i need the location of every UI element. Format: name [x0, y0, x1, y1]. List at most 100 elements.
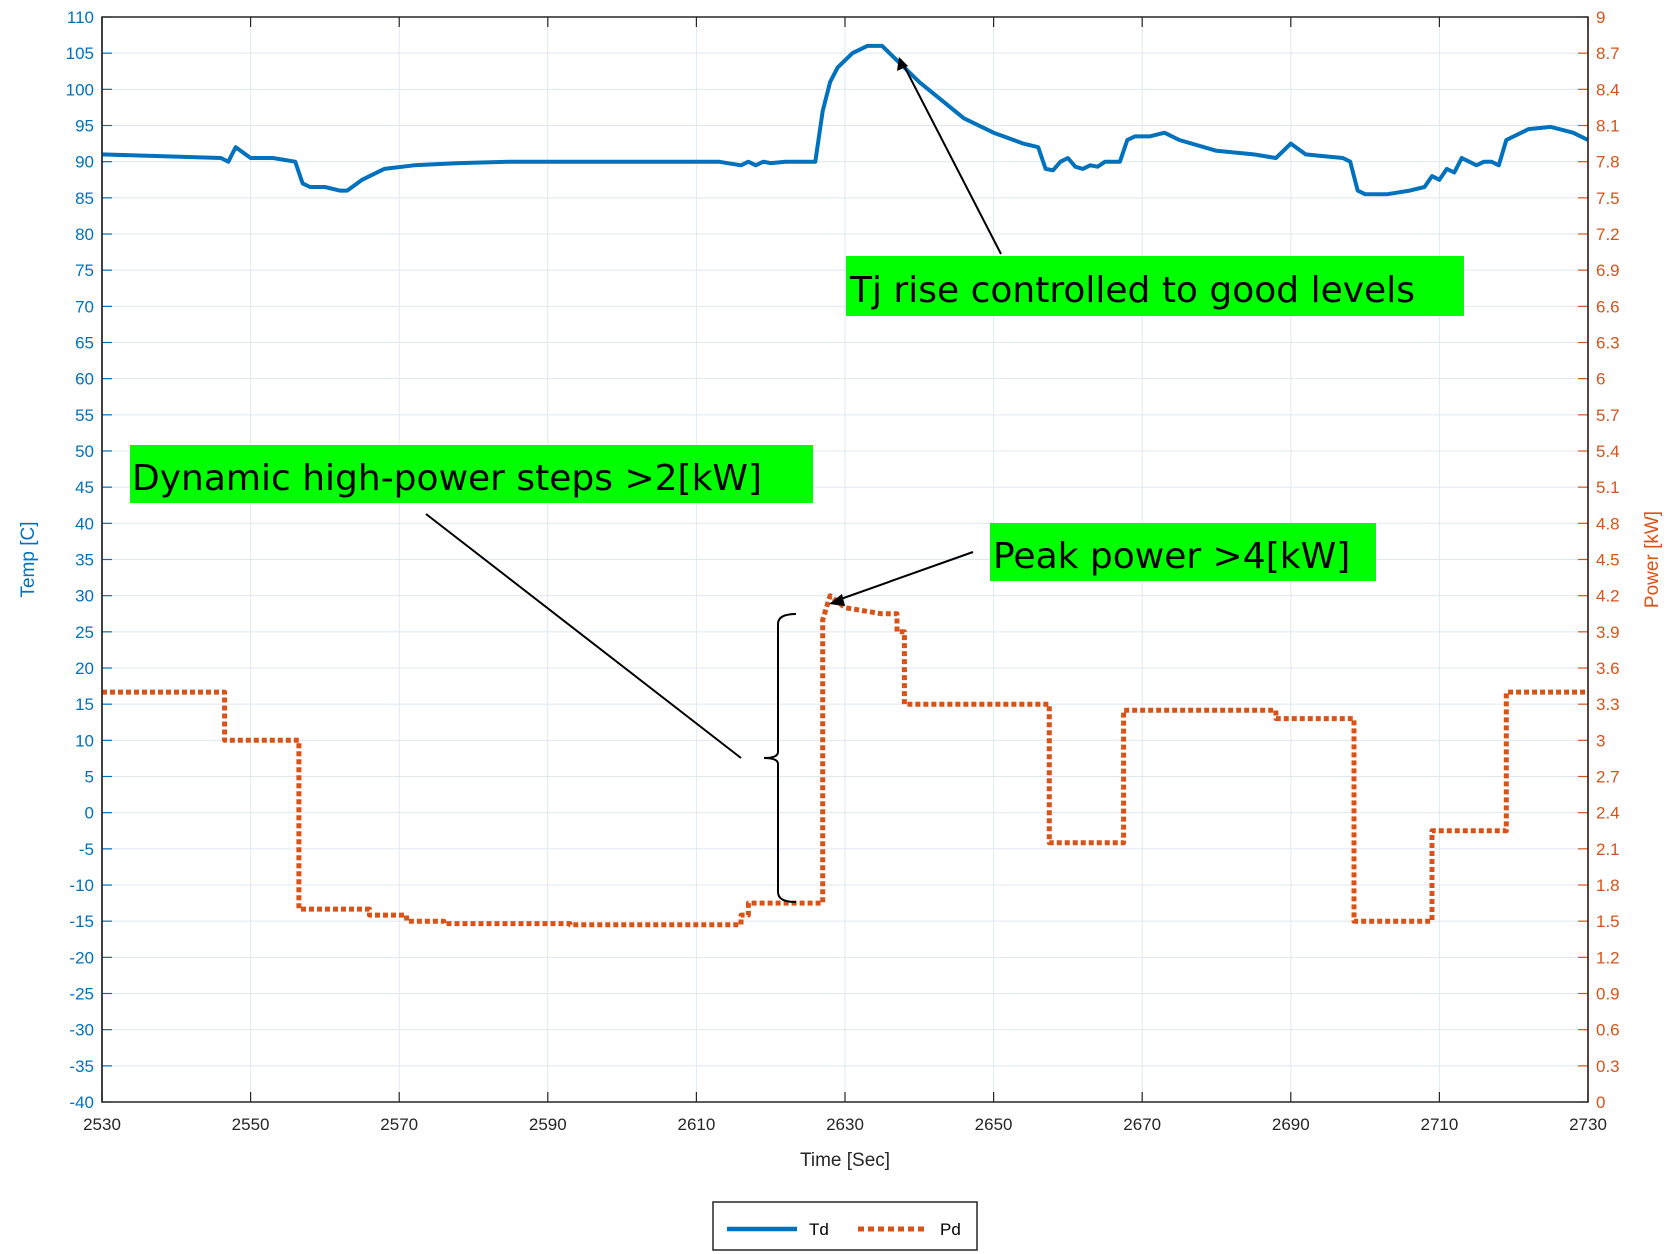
y-left-tick-label: 40 [75, 514, 94, 533]
arrow-head-icon [829, 594, 845, 606]
y-left-tick-label: -20 [69, 948, 94, 967]
x-tick-label: 2550 [232, 1115, 270, 1134]
y-right-tick-label: 4.5 [1596, 551, 1620, 570]
y-axis-right-label: Power [kW] [1642, 511, 1663, 608]
y-right-tick-label: 8.7 [1596, 44, 1620, 63]
x-tick-label: 2710 [1420, 1115, 1458, 1134]
legend: Td Pd [712, 1201, 978, 1251]
y-right-tick-label: 3.6 [1596, 659, 1620, 678]
y-right-tick-label: 7.5 [1596, 189, 1620, 208]
curly-brace-icon [763, 613, 797, 903]
y-left-tick-label: 0 [85, 804, 94, 823]
x-tick-label: 2570 [380, 1115, 418, 1134]
y-left-tick-label: 65 [75, 334, 94, 353]
y-left-tick-label: 100 [66, 80, 94, 99]
y-right-tick-label: 1.5 [1596, 912, 1620, 931]
legend-box [712, 1201, 978, 1251]
y-right-tick-label: 0.6 [1596, 1021, 1620, 1040]
y-right-tick-label: 3 [1596, 731, 1605, 750]
y-left-tick-label: -35 [69, 1057, 94, 1076]
legend-td-label: Td [809, 1220, 829, 1239]
y-right-tick-label: 4.8 [1596, 514, 1620, 533]
y-left-tick-label: 95 [75, 117, 94, 136]
y-left-tick-label: 70 [75, 297, 94, 316]
series-layer [101, 43, 1589, 928]
y-left-tick-label: 45 [75, 478, 94, 497]
annotation-text: Dynamic high-power steps >2[kW] [132, 458, 762, 499]
y-left-tick-label: -15 [69, 912, 94, 931]
arrow-head-icon [897, 57, 908, 71]
plot-frame [101, 16, 1589, 1103]
x-tick-label: 2590 [529, 1115, 567, 1134]
y-left-tick-label: -10 [69, 876, 94, 895]
annotation-arrow-line [837, 551, 974, 601]
x-axis-label: Time [Sec] [800, 1150, 890, 1171]
y-left-tick-label: 105 [66, 44, 94, 63]
y-right-tick-label: 0.9 [1596, 985, 1620, 1004]
y-axis-left-label: Temp [C] [18, 521, 39, 597]
annotation-arrow-line [900, 59, 1002, 255]
y-right-tick-label: 4.2 [1596, 587, 1620, 606]
x-tick-label: 2630 [826, 1115, 864, 1134]
y-right-tick-label: 9 [1596, 8, 1605, 27]
y-right-tick-label: 6 [1596, 370, 1605, 389]
x-tick-label: 2690 [1272, 1115, 1310, 1134]
y-left-tick-label: -40 [69, 1093, 94, 1112]
y-right-tick-label: 7.2 [1596, 225, 1620, 244]
y-left-tick-label: 5 [85, 768, 94, 787]
y-left-tick-label: 30 [75, 587, 94, 606]
y-right-tick-label: 0 [1596, 1093, 1605, 1112]
y-right-tick-label: 6.6 [1596, 297, 1620, 316]
y-left-tick-label: 90 [75, 153, 94, 172]
y-right-tick-label: 0.3 [1596, 1057, 1620, 1076]
y-right-tick-label: 5.7 [1596, 406, 1620, 425]
x-tick-label: 2670 [1123, 1115, 1161, 1134]
y-right-tick-label: 1.2 [1596, 948, 1620, 967]
y-right-tick-label: 6.3 [1596, 334, 1620, 353]
y-left-tick-label: -25 [69, 985, 94, 1004]
x-tick-label: 2610 [677, 1115, 715, 1134]
y-left-tick-label: 75 [75, 261, 94, 280]
y-right-tick-label: 7.8 [1596, 153, 1620, 172]
y-right-tick-label: 3.9 [1596, 623, 1620, 642]
y-left-tick-label: 15 [75, 695, 94, 714]
y-left-tick-label: 25 [75, 623, 94, 642]
annotation-dynamic-steps: Dynamic high-power steps >2[kW] [130, 445, 813, 903]
y-left-tick-label: 55 [75, 406, 94, 425]
annotation-peak-power: Peak power >4[kW] [829, 523, 1376, 606]
x-tick-label: 2530 [83, 1115, 121, 1134]
y-left-tick-label: 80 [75, 225, 94, 244]
y-left-tick-label: 50 [75, 442, 94, 461]
y-right-tick-label: 6.9 [1596, 261, 1620, 280]
y-right-tick-label: 8.4 [1596, 80, 1620, 99]
y-left-tick-label: 110 [67, 8, 94, 27]
y-left-tick-label: 60 [75, 370, 94, 389]
tick-labels: 2530 2550 2570 2590 2610 2630 2650 2670 2690 2710… [66, 8, 1620, 1134]
y-right-tick-label: 2.1 [1596, 840, 1620, 859]
annotation-pointer-line [425, 513, 742, 759]
annotation-bg [846, 256, 1464, 316]
y-right-tick-label: 1.8 [1596, 876, 1620, 895]
legend-pd-label: Pd [940, 1220, 961, 1239]
y-left-tick-label: 35 [75, 551, 94, 570]
x-tick-label: 2730 [1569, 1115, 1607, 1134]
y-right-tick-label: 3.3 [1596, 695, 1620, 714]
series-pd-line [102, 593, 1588, 928]
annotation-bg [990, 523, 1376, 581]
y-right-tick-label: 8.1 [1596, 117, 1620, 136]
y-left-tick-label: 10 [75, 731, 94, 750]
y-left-tick-label: -30 [69, 1021, 94, 1040]
annotation-bg [130, 445, 813, 503]
y-left-tick-label: -5 [79, 840, 94, 859]
y-left-tick-label: 85 [75, 189, 94, 208]
y-right-tick-label: 2.4 [1596, 804, 1620, 823]
annotation-text: Peak power >4[kW] [993, 536, 1350, 577]
annotation-tj-rise: Tj rise controlled to good levels [846, 57, 1464, 316]
y-right-tick-label: 2.7 [1596, 768, 1620, 787]
annotation-text: Tj rise controlled to good levels [849, 270, 1415, 311]
y-right-tick-label: 5.4 [1596, 442, 1620, 461]
y-right-tick-label: 5.1 [1596, 478, 1620, 497]
series-td-line [101, 43, 1589, 197]
y-left-tick-label: 20 [75, 659, 94, 678]
